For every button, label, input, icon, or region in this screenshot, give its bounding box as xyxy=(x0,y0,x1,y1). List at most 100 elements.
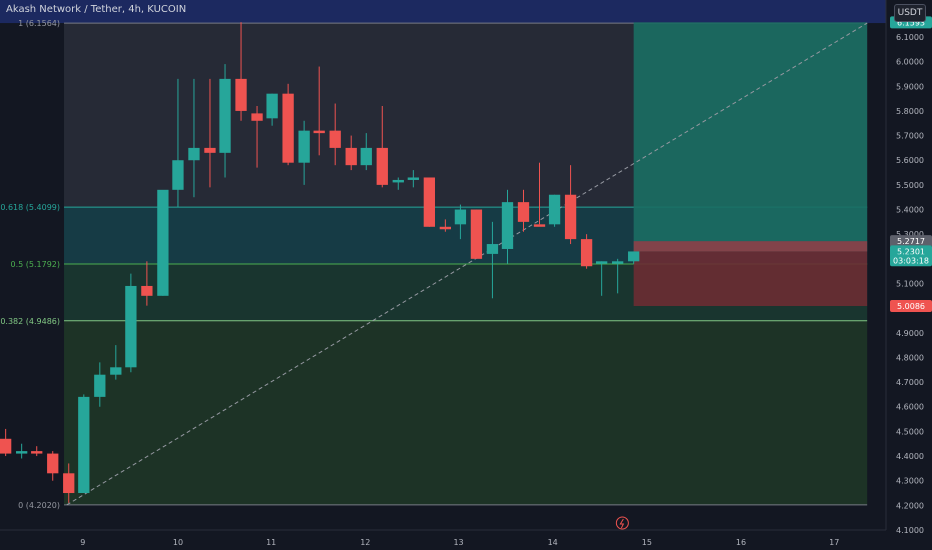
candle-body xyxy=(204,147,216,153)
y-tick-label: 5.5000 xyxy=(896,181,924,190)
candle-body xyxy=(345,147,357,166)
y-tick-label: 6.0000 xyxy=(896,58,924,67)
x-tick-label: 14 xyxy=(548,538,558,547)
candle xyxy=(580,234,593,269)
candle xyxy=(219,64,231,178)
candle xyxy=(329,103,341,166)
candle-body xyxy=(282,93,294,163)
y-tick-label: 5.8000 xyxy=(896,107,924,116)
candle xyxy=(63,463,75,503)
candle-body xyxy=(407,177,419,180)
candle-body xyxy=(313,130,325,134)
candle xyxy=(407,170,419,188)
candle-body xyxy=(470,209,483,259)
candle xyxy=(564,165,577,245)
candle-body xyxy=(31,451,43,454)
candle xyxy=(392,177,404,190)
candle xyxy=(16,443,28,459)
fib-level-label: 0 (4.2020) xyxy=(18,501,60,510)
candle xyxy=(376,106,388,188)
candle-body xyxy=(439,226,452,230)
price-label-text: 5.0086 xyxy=(897,302,925,311)
candle-body xyxy=(78,396,90,494)
candle-body xyxy=(628,251,640,262)
candle xyxy=(125,273,137,373)
candle xyxy=(533,162,546,227)
candle-body xyxy=(501,202,514,249)
candle-body xyxy=(596,261,608,264)
candle xyxy=(360,133,372,171)
price-label-text: 5.2301 xyxy=(897,247,925,256)
price-label-text: 03:03:18 xyxy=(893,256,929,265)
candle xyxy=(612,258,624,294)
lightning-icon-bolt xyxy=(619,518,625,529)
y-tick-label: 4.9000 xyxy=(896,329,924,338)
y-tick-label: 4.3000 xyxy=(896,477,924,486)
fib-level-label: 0.382 (4.9486) xyxy=(0,317,60,326)
candle-body xyxy=(251,113,263,121)
x-tick-label: 13 xyxy=(453,538,463,547)
candle xyxy=(423,177,435,227)
candle xyxy=(204,78,216,188)
candle-body xyxy=(94,374,106,397)
candle xyxy=(628,251,640,264)
y-tick-label: 5.1000 xyxy=(896,279,924,288)
x-tick-label: 16 xyxy=(736,538,746,547)
candle xyxy=(282,83,294,166)
fib-level-label: 1 (6.1564) xyxy=(18,19,60,28)
price-label-box xyxy=(890,254,932,267)
y-tick-label: 6.1000 xyxy=(896,33,924,42)
candle xyxy=(470,209,483,259)
y-tick-label: 5.4000 xyxy=(896,206,924,215)
candle xyxy=(172,78,184,208)
candle xyxy=(188,78,200,198)
x-tick-label: 10 xyxy=(173,538,183,547)
candle xyxy=(345,135,357,171)
x-tick-label: 11 xyxy=(266,538,276,547)
candle-body xyxy=(548,194,561,225)
y-tick-label: 4.8000 xyxy=(896,353,924,362)
candle-body xyxy=(0,438,12,454)
candle xyxy=(548,194,561,227)
trend-line xyxy=(66,22,868,506)
candle-body xyxy=(157,189,169,296)
candle xyxy=(501,189,514,264)
candle-body xyxy=(219,78,231,153)
candle xyxy=(596,261,608,296)
candle xyxy=(313,66,325,156)
x-tick-label: 15 xyxy=(642,538,652,547)
candle-body xyxy=(580,239,593,267)
candle-body xyxy=(266,93,278,119)
candle-body xyxy=(486,244,499,254)
price-label-box xyxy=(890,300,932,313)
candle-body xyxy=(376,147,388,185)
candle xyxy=(454,204,467,240)
candle-body xyxy=(188,147,200,161)
price-label-text: 6.1593 xyxy=(897,18,925,27)
lightning-icon-circle xyxy=(615,516,629,530)
fib-band-top xyxy=(0,0,886,24)
y-tick-label: 5.7000 xyxy=(896,132,924,141)
candle-body xyxy=(533,224,546,227)
candle-body xyxy=(172,160,184,190)
candle-body xyxy=(298,130,310,163)
candle xyxy=(266,93,278,126)
candle xyxy=(157,189,169,296)
candle xyxy=(78,394,90,494)
candle-body xyxy=(360,147,372,166)
price-label-box xyxy=(890,235,932,248)
candle-body xyxy=(16,451,28,454)
candle xyxy=(298,120,310,185)
candle xyxy=(235,22,247,121)
lightning-icon xyxy=(615,516,629,530)
fib-level-label: 0.5 (5.1792) xyxy=(11,260,61,269)
currency-button[interactable]: USDT xyxy=(894,4,926,22)
price-axis xyxy=(886,0,932,550)
y-tick-label: 4.1000 xyxy=(896,526,924,535)
candle xyxy=(31,446,43,457)
y-tick-label: 5.6000 xyxy=(896,156,924,165)
x-tick-label: 17 xyxy=(829,538,839,547)
position-target-zone xyxy=(633,22,868,252)
y-tick-label: 4.7000 xyxy=(896,378,924,387)
